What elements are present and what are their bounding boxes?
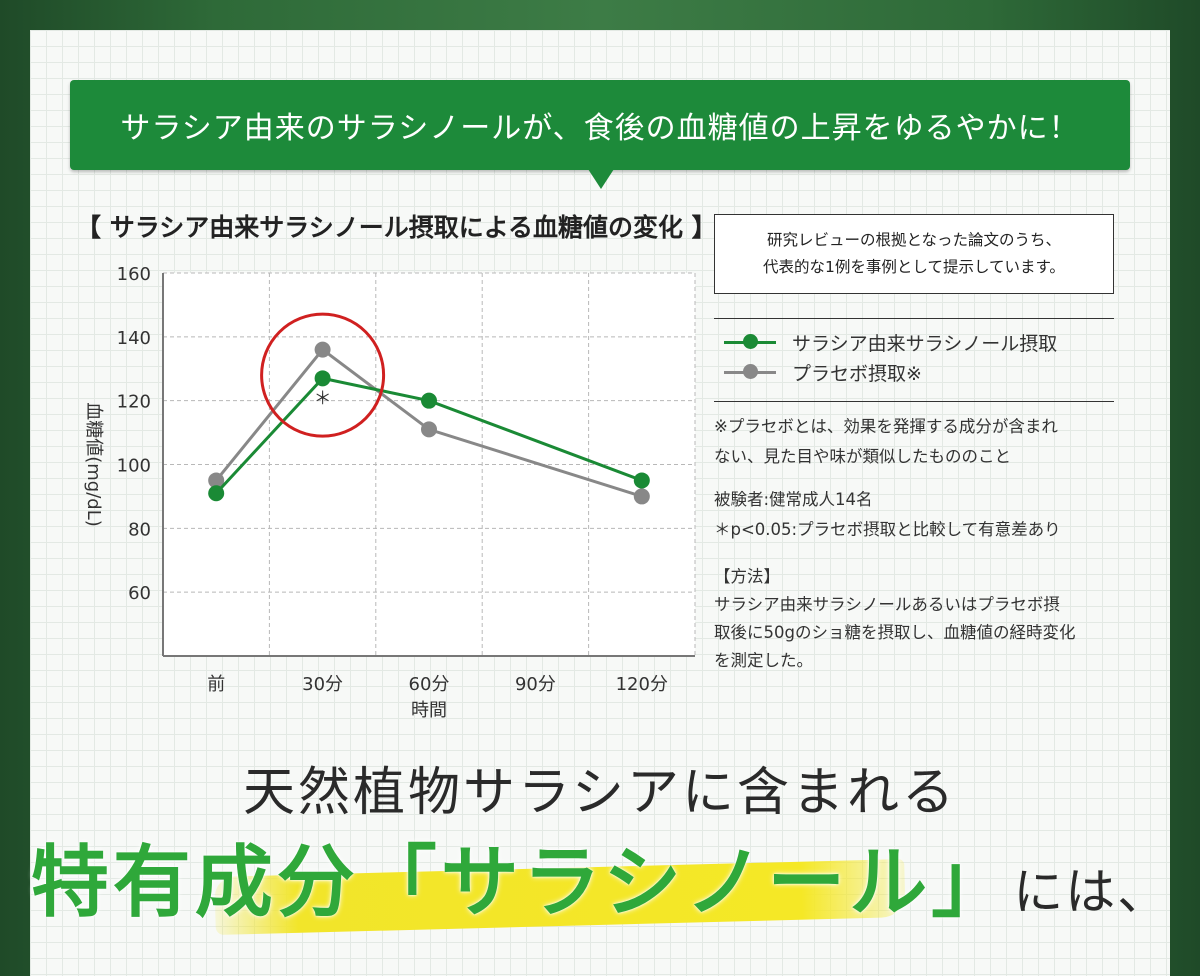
y-tick-labels: 60 80 100 120 140 160 — [117, 264, 151, 604]
chart-axes — [162, 273, 695, 657]
x-axis-label: 時間 — [411, 700, 447, 721]
legend-item-saracinol: サラシア由来サラシノール摂取 — [714, 327, 1114, 357]
data-point — [421, 421, 437, 438]
note-text: サラシア由来サラシノールあるいはプラセボ摂 — [714, 595, 1060, 614]
chart-legend: サラシア由来サラシノール摂取 プラセボ摂取※ — [714, 318, 1114, 402]
headline-line-2: 特有成分「サラシノール」には、 — [0, 820, 1200, 932]
y-axis-label: 血糖値(mg/dL) — [83, 402, 104, 527]
note-text: ※プラセボとは、効果を発揮する成分が含まれ — [714, 417, 1058, 436]
banner-pointer — [588, 169, 614, 189]
data-point — [421, 392, 437, 409]
y-tick-label: 120 — [117, 392, 151, 413]
note-line-1: 研究レビューの根拠となった論文のうち、 — [766, 231, 1062, 249]
method-note: 【方法】 サラシア由来サラシノールあるいはプラセボ摂 取後に50gのショ糖を摂取… — [714, 563, 1154, 675]
highlight-circle — [260, 312, 386, 438]
note-text: ＊p<0.05:プラセボ摂取と比較して有意差あり — [714, 520, 1061, 539]
note-text: 取後に50gのショ糖を摂取し、血糖値の経時変化 — [714, 623, 1076, 642]
x-tick-label: 前 — [207, 674, 225, 695]
y-tick-label: 80 — [128, 519, 151, 540]
x-tick-label: 120分 — [616, 674, 668, 695]
y-tick-label: 140 — [117, 328, 151, 349]
legend-label: サラシア由来サラシノール摂取 — [792, 332, 1058, 355]
data-point — [633, 488, 650, 505]
data-point — [208, 472, 225, 489]
headline-line-1: 天然植物サラシアに含まれる — [243, 763, 957, 823]
series-group — [208, 341, 650, 505]
note-text: 被験者:健常成人14名 — [714, 490, 873, 509]
placebo-note: ※プラセボとは、効果を発揮する成分が含まれ ない、見た目や味が類似したもののこと — [714, 412, 1154, 472]
data-point — [208, 485, 225, 502]
banner-text: サラシア由来のサラシノールが、食後の血糖値の上昇をゆるやかに！ — [120, 111, 1080, 146]
significance-marker: ＊ — [314, 388, 332, 409]
note-box: 研究レビューの根拠となった論文のうち、 代表的な1例を事例として提示しています。 — [714, 214, 1114, 294]
legend-line-green — [724, 334, 776, 349]
blood-glucose-chart: 60 80 100 120 140 160 前 30分 60分 90分 120分 血糖値(mg/d… — [83, 264, 696, 721]
legend-label: プラセボ摂取※ — [792, 362, 922, 385]
legend-line-gray — [724, 364, 776, 379]
note-text: ない、見た目や味が類似したもののこと — [714, 447, 1011, 466]
y-tick-label: 100 — [117, 456, 151, 477]
note-text: を測定した。 — [714, 651, 813, 670]
x-tick-label: 60分 — [409, 674, 450, 695]
headline-suffix: には、 — [1013, 863, 1170, 921]
method-title: 【方法】 — [714, 567, 780, 586]
y-tick-label: 60 — [128, 583, 151, 604]
legend-item-placebo: プラセボ摂取※ — [714, 357, 1114, 387]
headline-banner: サラシア由来のサラシノールが、食後の血糖値の上昇をゆるやかに！ — [70, 80, 1130, 170]
x-tick-labels: 前 30分 60分 90分 120分 — [207, 674, 668, 695]
legend-marker-green — [743, 334, 758, 349]
data-point — [314, 341, 331, 358]
data-point — [314, 370, 331, 387]
y-tick-label: 160 — [117, 264, 151, 285]
chart-title: 【 サラシア由来サラシノール摂取による血糖値の変化 】 — [76, 213, 717, 242]
series-line — [215, 376, 643, 495]
data-point — [633, 472, 650, 489]
legend-marker-gray — [743, 364, 758, 379]
subjects-note: 被験者:健常成人14名 ＊p<0.05:プラセボ摂取と比較して有意差あり — [714, 485, 1154, 545]
headline-emphasis: 特有成分「サラシノール」 — [30, 837, 1014, 928]
x-tick-label: 90分 — [515, 674, 556, 695]
note-line-2: 代表的な1例を事例として提示しています。 — [763, 258, 1065, 276]
x-tick-label: 30分 — [302, 674, 343, 695]
